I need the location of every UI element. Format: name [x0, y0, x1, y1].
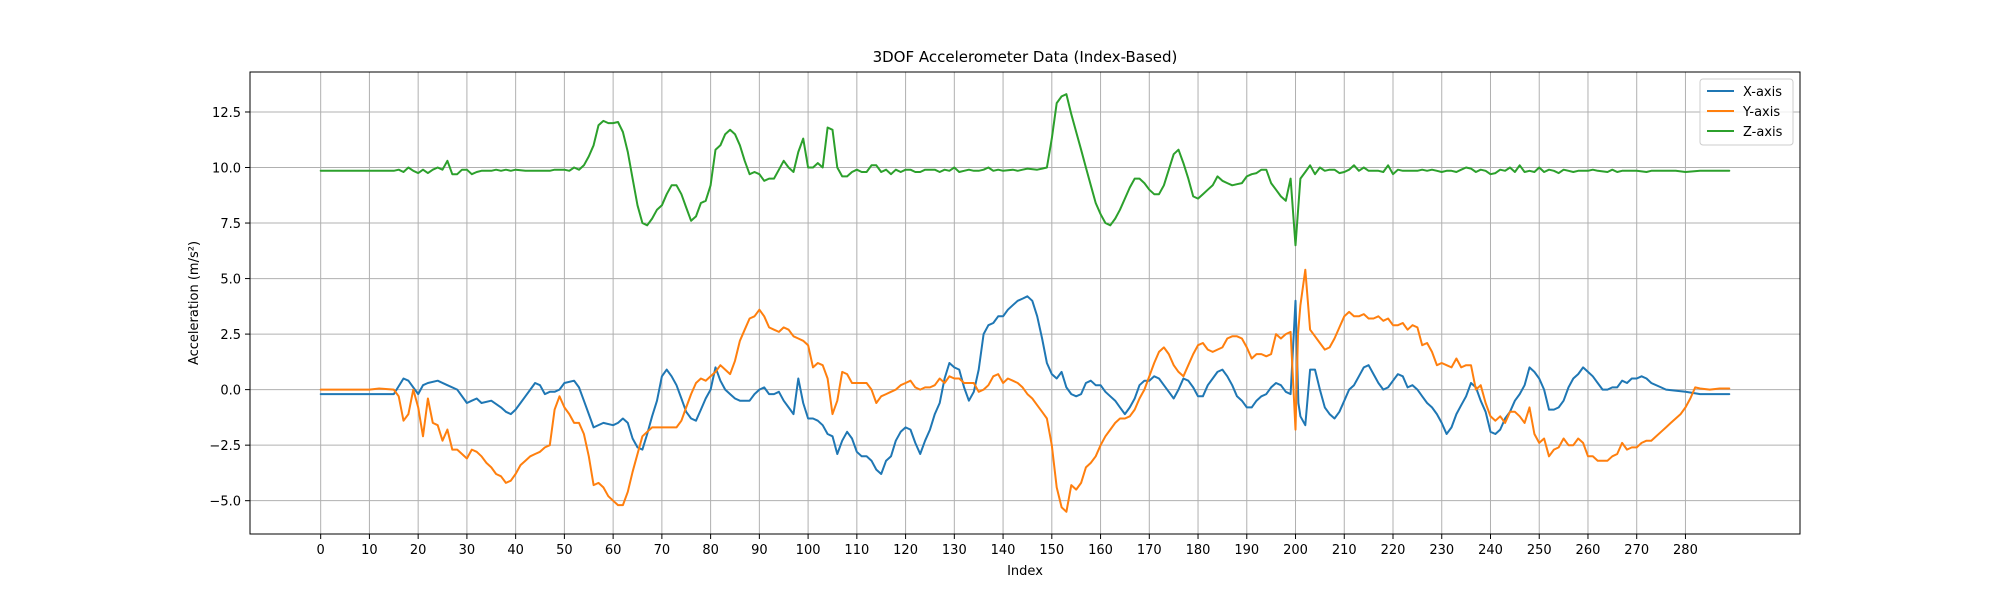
legend: X-axis Y-axis Z-axis [1699, 78, 1794, 146]
x-tick-label: 160 [1088, 543, 1113, 558]
x-tick-label: 220 [1381, 543, 1406, 558]
plot-area [250, 72, 1800, 534]
y-tick-label: 10.0 [212, 162, 241, 177]
y-tick-label: 5.0 [220, 273, 241, 288]
legend-entry-label: X-axis [1743, 85, 1782, 100]
x-tick-label: 50 [556, 543, 573, 558]
y-tick-label: 7.5 [220, 217, 241, 232]
legend-entry-label: Z-axis [1743, 125, 1783, 140]
legend-box [1699, 78, 1794, 146]
x-tick-label: 0 [317, 543, 325, 558]
grid-lines [250, 72, 1800, 534]
y-tick-label: −5.0 [209, 495, 241, 510]
x-axis-label: Index [1007, 564, 1043, 579]
x-tick-label: 70 [654, 543, 671, 558]
x-tick-label: 200 [1283, 543, 1308, 558]
x-tick-label: 210 [1332, 543, 1357, 558]
x-tick-label: 40 [507, 543, 524, 558]
x-tick-label: 110 [844, 543, 869, 558]
x-axis-ticks: 0 10 20 30 40 50 60 70 80 90 100 110 120 130 140 150 160… [317, 534, 1698, 558]
y-tick-label: 2.5 [220, 328, 241, 343]
x-tick-label: 60 [605, 543, 622, 558]
x-tick-label: 130 [942, 543, 967, 558]
x-tick-label: 190 [1234, 543, 1259, 558]
y-tick-label: −2.5 [209, 439, 241, 454]
x-tick-label: 30 [459, 543, 476, 558]
plot-frame [249, 71, 1801, 535]
x-tick-label: 280 [1673, 543, 1698, 558]
x-tick-label: 150 [1039, 543, 1064, 558]
x-tick-label: 270 [1624, 543, 1649, 558]
y-axis-ticks: −5.0 −2.5 0.0 2.5 5.0 7.5 10.0 12.5 [209, 106, 250, 510]
x-tick-label: 90 [751, 543, 768, 558]
series-lines [319, 93, 1731, 513]
x-tick-label: 140 [991, 543, 1016, 558]
x-tick-label: 10 [361, 543, 378, 558]
x-tick-label: 120 [893, 543, 918, 558]
x-tick-label: 100 [796, 543, 821, 558]
y-axis-label: Acceleration (m/s²) [187, 241, 202, 365]
x-tick-label: 80 [702, 543, 719, 558]
x-tick-label: 170 [1137, 543, 1162, 558]
x-tick-label: 250 [1527, 543, 1552, 558]
series-line-z-axis [319, 93, 1731, 247]
series-line-y-axis [319, 268, 1731, 513]
x-tick-label: 240 [1478, 543, 1503, 558]
y-tick-label: 12.5 [212, 106, 241, 121]
y-tick-label: 0.0 [220, 384, 241, 399]
series-line-x-axis [319, 295, 1731, 475]
x-tick-label: 260 [1576, 543, 1601, 558]
x-tick-label: 20 [410, 543, 427, 558]
legend-entry-label: Y-axis [1742, 105, 1780, 120]
chart-title: 3DOF Accelerometer Data (Index-Based) [873, 48, 1178, 66]
x-tick-label: 180 [1186, 543, 1211, 558]
x-tick-label: 230 [1429, 543, 1454, 558]
